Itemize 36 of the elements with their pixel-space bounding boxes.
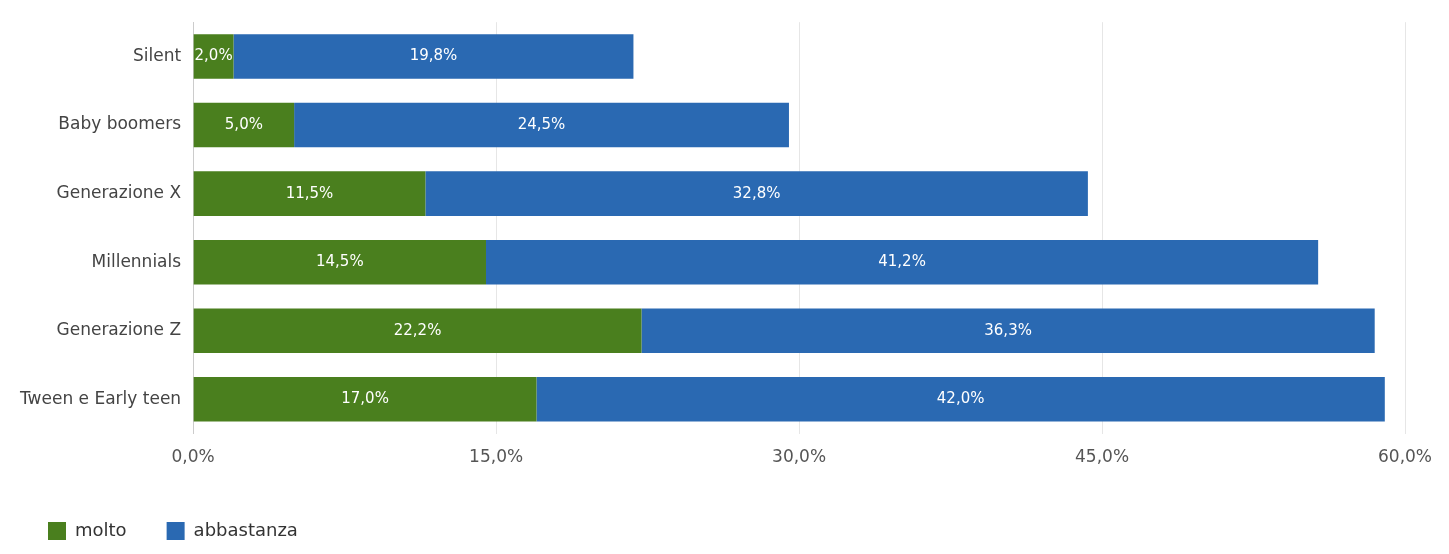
bar (641, 308, 1375, 354)
data-label: 41,2% (878, 252, 926, 271)
bar (193, 308, 642, 354)
x-tick-label: 0,0% (171, 446, 215, 467)
data-label: 32,8% (732, 183, 781, 202)
y-tick-label: Millennials (91, 250, 182, 271)
data-label: 19,8% (409, 46, 458, 65)
bar (233, 34, 634, 79)
data-label: 42,0% (936, 389, 985, 408)
y-tick-label: Silent (132, 44, 182, 65)
bar (193, 171, 426, 216)
data-label: 5,0% (224, 114, 263, 133)
data-label: 17,0% (341, 389, 389, 408)
bar (193, 377, 537, 422)
y-tick-label: Generazione X (56, 182, 182, 203)
bar (486, 239, 1319, 285)
y-tick-label: Generazione Z (56, 319, 182, 340)
bar (536, 377, 1385, 422)
y-tick-label: Baby boomers (58, 113, 182, 134)
x-tick-label: 15,0% (469, 446, 524, 467)
data-label: 14,5% (315, 252, 364, 271)
legend-label: abbastanza (193, 518, 298, 540)
x-tick-label: 45,0% (1075, 446, 1130, 467)
data-label: 22,2% (393, 320, 442, 339)
x-tick-label: 30,0% (772, 446, 827, 467)
bar (294, 102, 789, 148)
legend-label: molto (75, 518, 127, 540)
data-label: 2,0% (194, 46, 233, 65)
bar (425, 171, 1088, 216)
data-label: 36,3% (984, 320, 1032, 339)
bar (193, 102, 295, 148)
data-label: 11,5% (285, 183, 334, 202)
data-label: 24,5% (517, 114, 566, 133)
x-tick-label: 60,0% (1377, 446, 1433, 467)
bar (193, 239, 486, 285)
y-tick-label: Tween e Early teen (18, 387, 182, 408)
